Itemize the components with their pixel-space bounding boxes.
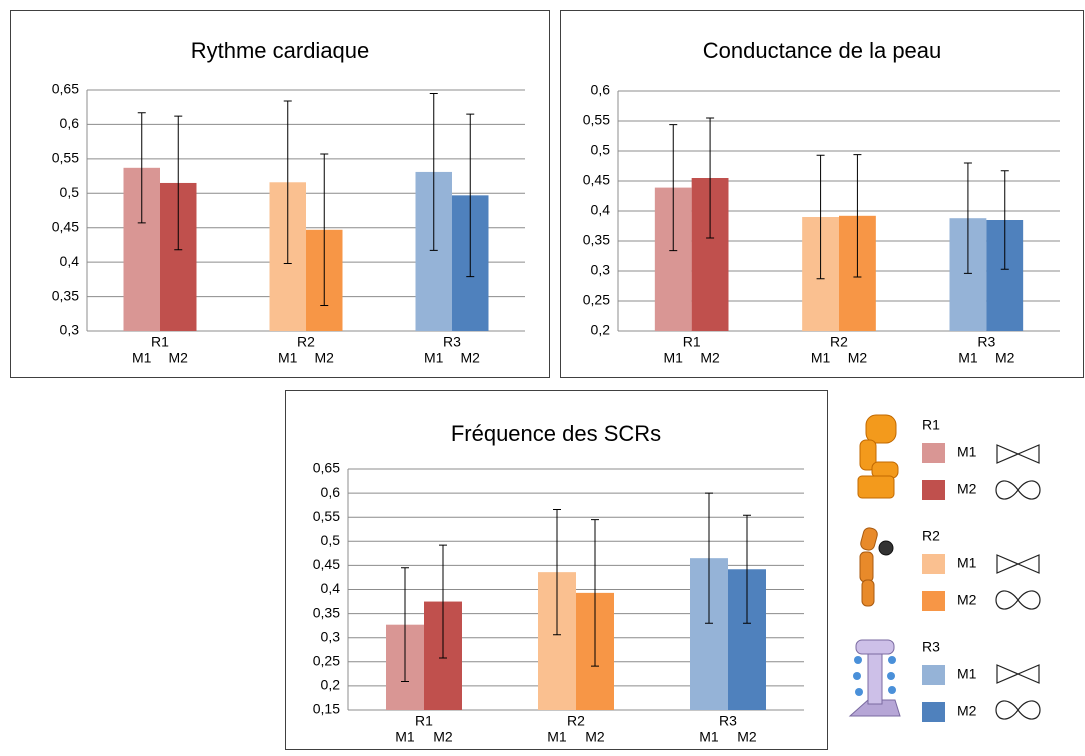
y-tick-label: 0,2 — [321, 677, 341, 693]
y-tick-label: 0,25 — [313, 653, 340, 669]
y-tick-label: 0,4 — [60, 253, 80, 269]
error-bar — [705, 492, 713, 624]
error-bar — [401, 567, 409, 683]
y-tick-label: 0,25 — [583, 292, 610, 308]
mode-icon — [995, 444, 1041, 720]
x-tick-label: R2 — [567, 713, 585, 729]
y-tick-label: 0,2 — [591, 322, 611, 338]
x-tick-label: R3 — [977, 334, 995, 350]
error-bar — [669, 124, 678, 252]
y-tick-label: 0,4 — [591, 202, 611, 218]
series-label: M1 — [278, 350, 298, 366]
legend-swatch — [922, 554, 945, 574]
x-tick-label: R1 — [683, 334, 701, 350]
y-tick-label: 0,4 — [321, 580, 341, 596]
x-tick-label: R1 — [151, 334, 169, 350]
chart-title: Fréquence des SCRs — [451, 421, 661, 446]
error-bar — [283, 100, 292, 265]
error-bar — [1000, 170, 1009, 270]
y-tick-label: 0,65 — [313, 460, 340, 476]
series-label: M2 — [848, 350, 868, 366]
error-bar — [466, 113, 475, 278]
legend-label: M1 — [957, 555, 977, 571]
chart-title: Conductance de la peau — [703, 38, 942, 63]
error-bar — [743, 514, 751, 624]
series-label: M1 — [547, 729, 567, 745]
chart-title: Rythme cardiaque — [191, 38, 370, 63]
series-label: M2 — [995, 350, 1015, 366]
y-tick-label: 0,6 — [60, 115, 80, 131]
error-bar — [591, 519, 599, 667]
series-label: M1 — [958, 350, 978, 366]
y-tick-label: 0,45 — [583, 172, 610, 188]
legend-label: M1 — [957, 666, 977, 682]
error-bar — [553, 508, 561, 636]
y-tick-label: 0,35 — [52, 287, 79, 303]
error-bar — [439, 544, 447, 659]
series-label: M2 — [461, 350, 481, 366]
x-tick-label: R3 — [719, 713, 737, 729]
legend-group-label: R1 — [922, 417, 940, 433]
series-label: M1 — [699, 729, 719, 745]
legend-label: M2 — [957, 481, 977, 497]
legend-swatch — [922, 665, 945, 685]
error-bar — [174, 115, 183, 251]
legend-group-label: R2 — [922, 528, 940, 544]
robot-icon — [857, 414, 899, 499]
legend-label: M1 — [957, 444, 977, 460]
x-tick-label: R3 — [443, 334, 461, 350]
y-tick-label: 0,6 — [591, 82, 611, 98]
robot-icon — [848, 639, 901, 717]
y-tick-label: 0,35 — [313, 604, 340, 620]
legend-label: M2 — [957, 592, 977, 608]
series-label: M2 — [737, 729, 757, 745]
series-label: M2 — [315, 350, 335, 366]
y-tick-label: 0,35 — [583, 232, 610, 248]
x-tick-label: R2 — [297, 334, 315, 350]
legend-label: M2 — [957, 703, 977, 719]
y-tick-label: 0,55 — [583, 112, 610, 128]
y-tick-label: 0,55 — [313, 508, 340, 524]
y-tick-label: 0,3 — [321, 628, 341, 644]
y-tick-label: 0,15 — [313, 701, 340, 717]
x-tick-label: R2 — [830, 334, 848, 350]
y-tick-label: 0,45 — [313, 556, 340, 572]
y-tick-label: 0,55 — [52, 150, 79, 166]
y-tick-label: 0,5 — [60, 184, 80, 200]
series-label: M1 — [424, 350, 444, 366]
y-tick-label: 0,5 — [591, 142, 611, 158]
y-tick-label: 0,65 — [52, 81, 79, 97]
legend-swatch — [922, 591, 945, 611]
x-tick-label: R1 — [415, 713, 433, 729]
legend-swatch — [922, 443, 945, 463]
error-bar — [320, 153, 329, 307]
y-tick-label: 0,5 — [321, 532, 341, 548]
series-label: M2 — [585, 729, 605, 745]
series-label: M1 — [664, 350, 684, 366]
error-bar — [137, 112, 146, 224]
y-tick-label: 0,6 — [321, 484, 341, 500]
y-tick-label: 0,3 — [60, 322, 80, 338]
error-bar — [816, 154, 825, 280]
legend — [848, 414, 1041, 720]
y-tick-label: 0,45 — [52, 218, 79, 234]
error-bar — [963, 162, 972, 274]
series-label: M2 — [169, 350, 189, 366]
series-label: M1 — [395, 729, 415, 745]
legend-swatch — [922, 702, 945, 722]
series-label: M1 — [132, 350, 152, 366]
legend-group-label: R3 — [922, 639, 940, 655]
series-label: M2 — [433, 729, 453, 745]
y-tick-label: 0,3 — [591, 262, 611, 278]
error-bar — [853, 154, 862, 278]
error-bar — [429, 92, 438, 251]
error-bar — [706, 117, 715, 239]
series-label: M2 — [700, 350, 720, 366]
series-label: M1 — [811, 350, 831, 366]
robot-icon — [859, 527, 894, 607]
legend-swatch — [922, 480, 945, 500]
